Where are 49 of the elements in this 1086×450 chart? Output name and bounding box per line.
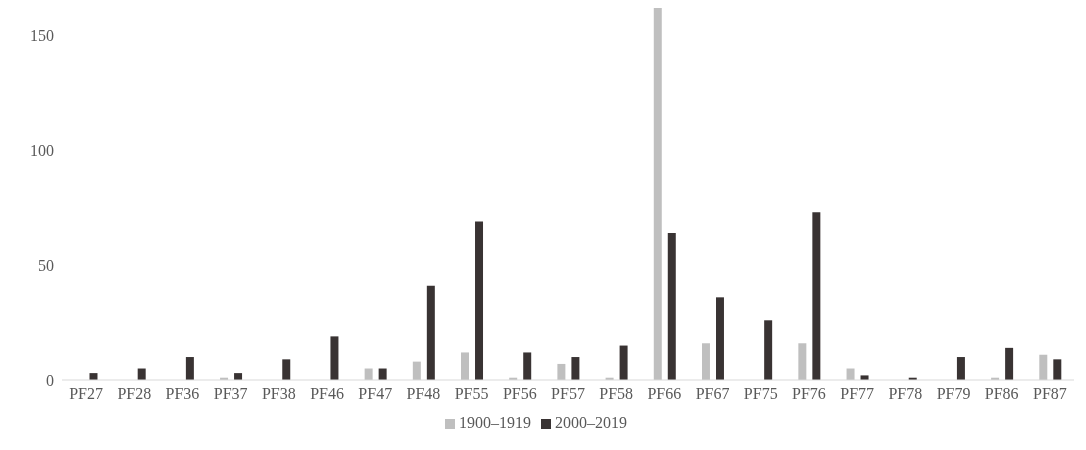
bar [282, 359, 291, 380]
y-tick-label: 50 [38, 256, 54, 274]
legend-label: 2000–2019 [555, 414, 627, 431]
x-tick-label: PF55 [454, 385, 489, 403]
x-tick-label: PF47 [358, 385, 393, 403]
x-tick-label: PF79 [936, 385, 971, 403]
x-tick-label: PF46 [310, 385, 344, 403]
bar [667, 233, 676, 380]
y-tick-label: 100 [30, 142, 54, 160]
y-tick-label: 0 [46, 371, 54, 389]
bar [701, 343, 710, 380]
x-tick-label: PF48 [406, 385, 441, 403]
bar [619, 345, 628, 380]
bar [812, 212, 821, 380]
x-tick-label: PF67 [695, 385, 730, 403]
x-tick-label: PF78 [888, 385, 923, 403]
x-tick-label: PF28 [117, 385, 152, 403]
x-tick-label: PF27 [69, 385, 103, 403]
bar [1053, 359, 1062, 380]
bar [330, 336, 339, 380]
bar [956, 357, 965, 380]
x-tick-label: PF76 [792, 385, 826, 403]
bar [557, 363, 566, 380]
bar [653, 8, 662, 380]
bar [461, 352, 470, 380]
x-tick-label: PF66 [647, 385, 682, 403]
bar [1005, 347, 1014, 380]
bar [426, 285, 435, 380]
x-tick-label: PF75 [743, 385, 778, 403]
x-tick-label: PF57 [551, 385, 585, 403]
legend-label: 1900–1919 [459, 414, 531, 431]
bar [412, 361, 421, 380]
x-tick-label: PF87 [1033, 385, 1067, 403]
y-tick-label: 150 [30, 27, 54, 45]
bar [798, 343, 807, 380]
x-tick-label: PF86 [984, 385, 1019, 403]
x-tick-label: PF36 [165, 385, 200, 403]
x-tick-label: PF38 [261, 385, 296, 403]
bar [571, 357, 580, 380]
bar [764, 320, 773, 380]
x-tick-label: PF56 [502, 385, 537, 403]
bar [715, 297, 724, 380]
bar [185, 357, 194, 380]
x-tick-label: PF58 [599, 385, 634, 403]
x-tick-label: PF77 [840, 385, 875, 403]
bar [523, 352, 532, 380]
bar [475, 221, 484, 380]
x-tick-label: PF37 [213, 385, 248, 403]
bar [1039, 354, 1048, 380]
